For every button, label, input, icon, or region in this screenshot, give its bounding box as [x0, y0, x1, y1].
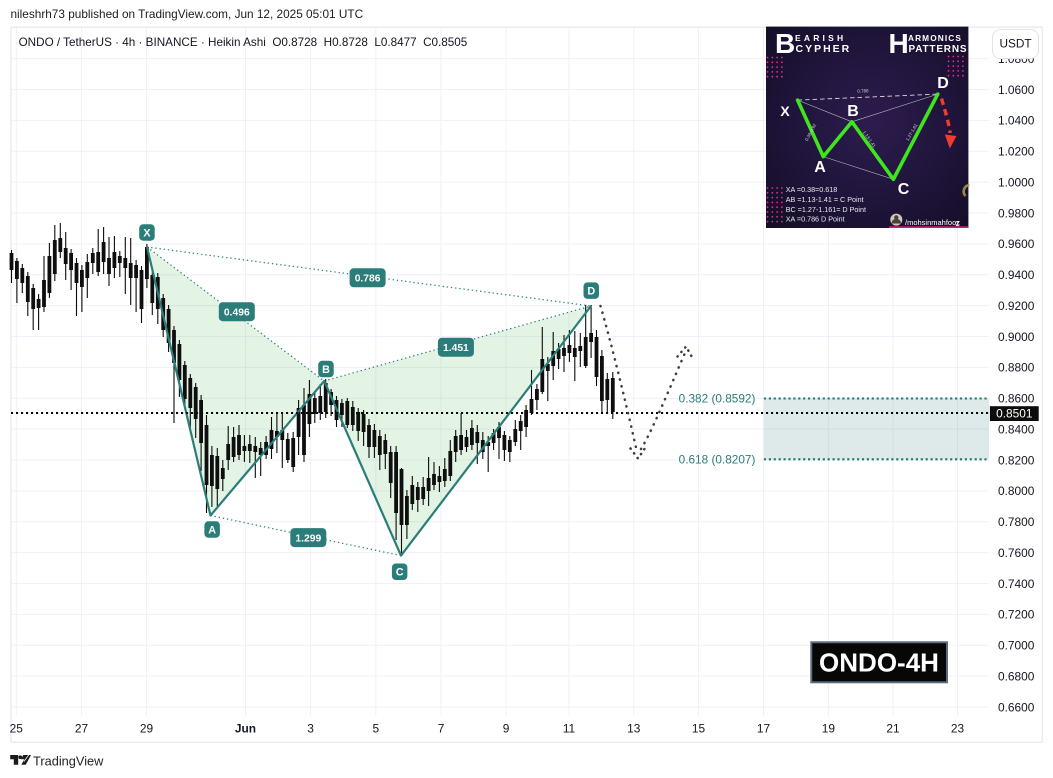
- svg-text:X: X: [780, 103, 790, 119]
- svg-text:z: z: [956, 219, 960, 228]
- svg-text:0.9400: 0.9400: [998, 268, 1035, 282]
- svg-text:USDT: USDT: [999, 36, 1031, 50]
- svg-text:0.9800: 0.9800: [998, 206, 1035, 220]
- svg-text:0.8400: 0.8400: [998, 422, 1035, 436]
- svg-text:D: D: [587, 286, 595, 298]
- svg-text:3: 3: [307, 722, 314, 736]
- svg-text:A: A: [208, 524, 216, 536]
- svg-text:0.786: 0.786: [857, 88, 869, 94]
- svg-text:X: X: [143, 227, 151, 239]
- svg-text:0.9600: 0.9600: [998, 237, 1035, 251]
- svg-text:TradingView: TradingView: [33, 753, 104, 768]
- svg-text:0.7600: 0.7600: [998, 546, 1035, 560]
- svg-text:1.451: 1.451: [443, 343, 469, 354]
- svg-text:H: H: [889, 28, 909, 59]
- svg-text:11: 11: [563, 722, 576, 736]
- svg-text:0.7000: 0.7000: [998, 639, 1035, 653]
- svg-text:B: B: [847, 103, 859, 120]
- svg-text:0.7800: 0.7800: [998, 515, 1035, 529]
- svg-text:B: B: [775, 28, 795, 59]
- svg-text:AB =1.13-1.41 = C Point: AB =1.13-1.41 = C Point: [786, 195, 864, 204]
- svg-text:23: 23: [951, 722, 965, 736]
- svg-text:C: C: [898, 181, 910, 198]
- svg-text:0.9000: 0.9000: [998, 330, 1035, 344]
- svg-text:D: D: [937, 75, 949, 92]
- svg-text:1.299: 1.299: [295, 533, 321, 544]
- svg-text:21: 21: [886, 722, 900, 736]
- svg-text:27: 27: [75, 722, 89, 736]
- svg-text:15: 15: [692, 722, 706, 736]
- svg-text:BC =1.27-1.161= D Point: BC =1.27-1.161= D Point: [786, 205, 866, 214]
- svg-text:5: 5: [372, 722, 379, 736]
- svg-text:ARMONICS: ARMONICS: [908, 33, 962, 43]
- svg-text:13: 13: [627, 722, 641, 736]
- svg-text:1.0600: 1.0600: [998, 83, 1035, 97]
- svg-text:0.8800: 0.8800: [998, 361, 1035, 375]
- svg-text:ONDO / TetherUS · 4h · BINANCE: ONDO / TetherUS · 4h · BINANCE · Heikin …: [19, 36, 468, 49]
- svg-text:0.6600: 0.6600: [998, 700, 1035, 714]
- svg-text:EARISH: EARISH: [795, 33, 846, 43]
- svg-text:XA =0.38=0.618: XA =0.38=0.618: [786, 185, 838, 194]
- svg-text:0.8501: 0.8501: [996, 406, 1033, 420]
- svg-text:PATTERNS: PATTERNS: [909, 44, 968, 55]
- svg-text:9: 9: [503, 722, 510, 736]
- svg-text:29: 29: [140, 722, 154, 736]
- svg-text:C: C: [396, 567, 404, 579]
- svg-text:25: 25: [10, 722, 24, 736]
- svg-text:0.382 (0.8592): 0.382 (0.8592): [679, 392, 756, 406]
- svg-text:B: B: [322, 364, 330, 376]
- svg-text:0.8000: 0.8000: [998, 484, 1035, 498]
- svg-text:19: 19: [822, 722, 836, 736]
- svg-text:XA =0.786 D Point: XA =0.786 D Point: [786, 215, 845, 224]
- svg-text:1.0200: 1.0200: [998, 145, 1035, 159]
- svg-text:0.8600: 0.8600: [998, 392, 1035, 406]
- svg-text:A: A: [814, 159, 826, 176]
- svg-text:0.7200: 0.7200: [998, 608, 1035, 622]
- svg-text:Jun: Jun: [235, 722, 256, 736]
- svg-text:7: 7: [438, 722, 445, 736]
- svg-text:/mohsinmahfooz: /mohsinmahfooz: [905, 218, 960, 227]
- svg-text:0.7400: 0.7400: [998, 577, 1035, 591]
- svg-text:17: 17: [757, 722, 771, 736]
- svg-text:0.9200: 0.9200: [998, 299, 1035, 313]
- svg-text:0.786: 0.786: [355, 274, 381, 285]
- svg-text:0.8200: 0.8200: [998, 453, 1035, 467]
- svg-text:CYPHER: CYPHER: [796, 43, 852, 55]
- svg-text:0.6800: 0.6800: [998, 669, 1035, 683]
- svg-text:0.618 (0.8207): 0.618 (0.8207): [679, 453, 756, 467]
- svg-text:nileshrh73 published on Tradin: nileshrh73 published on TradingView.com,…: [11, 7, 364, 21]
- svg-text:1.0000: 1.0000: [998, 175, 1035, 189]
- svg-text:ONDO-4H: ONDO-4H: [819, 648, 939, 678]
- svg-text:1.0400: 1.0400: [998, 114, 1035, 128]
- svg-text:0.496: 0.496: [224, 307, 250, 318]
